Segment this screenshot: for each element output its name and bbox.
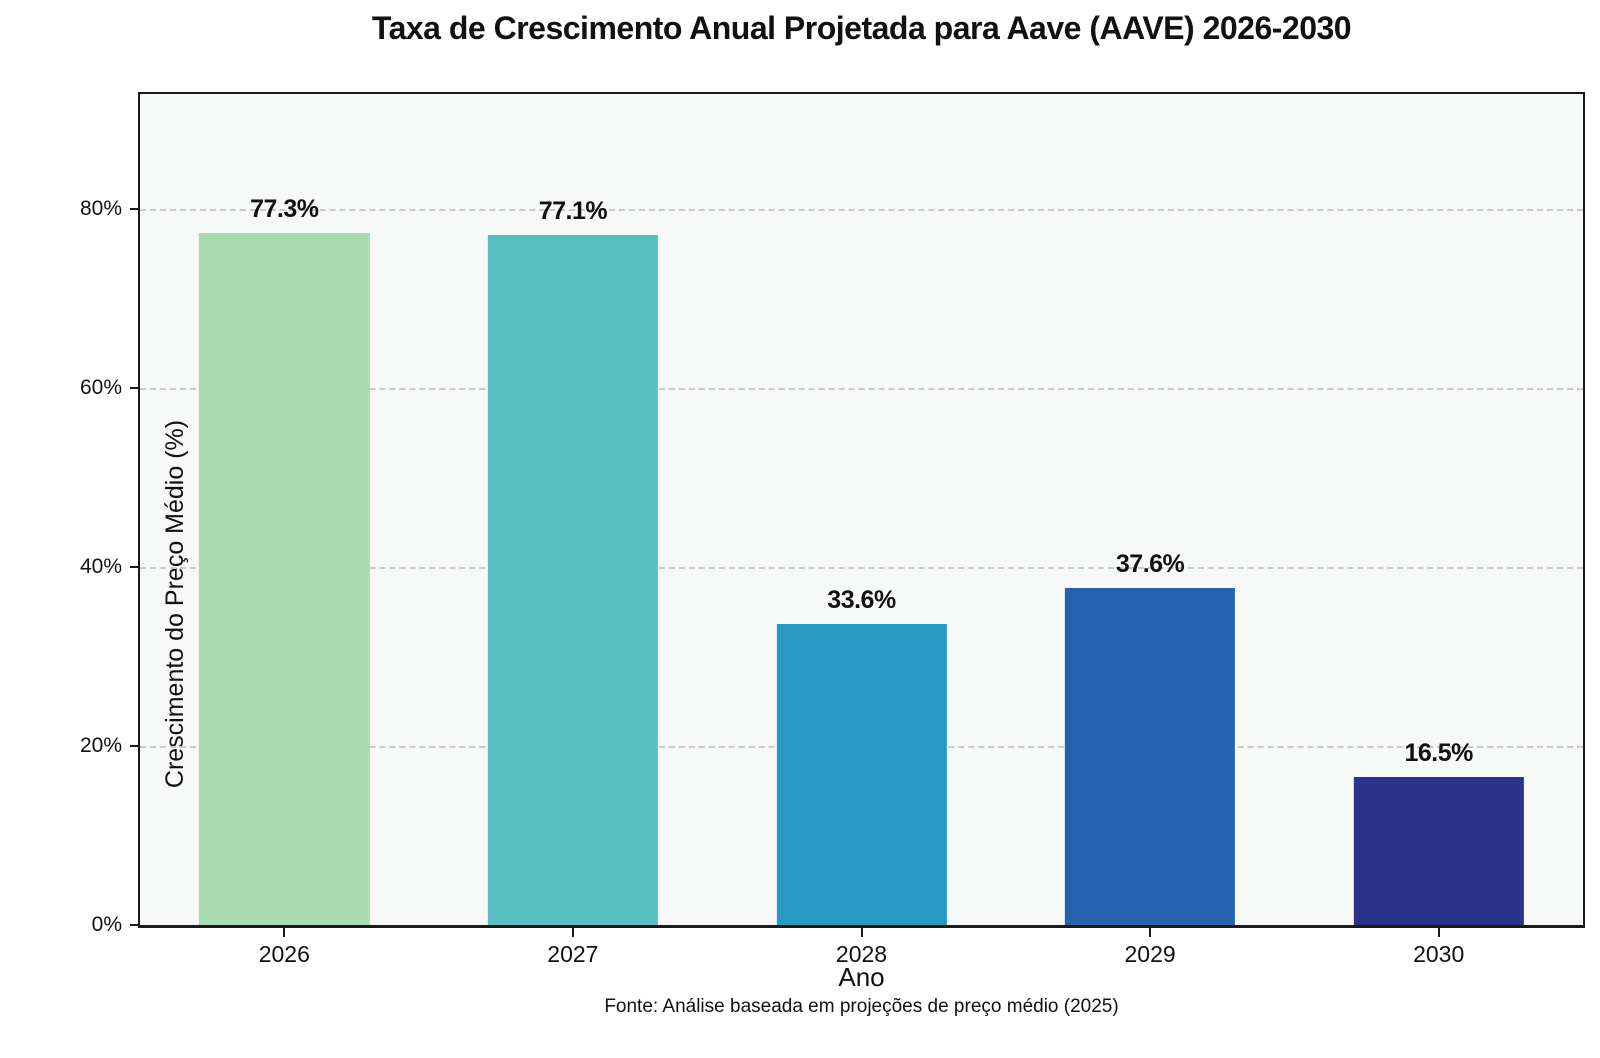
y-tick-mark xyxy=(130,386,140,389)
y-tick-mark xyxy=(130,565,140,568)
bar-value-label: 77.3% xyxy=(250,194,319,223)
bar-value-label: 33.6% xyxy=(827,586,896,615)
bar xyxy=(487,234,659,925)
gridline xyxy=(140,566,1583,569)
bar xyxy=(199,232,370,925)
bar xyxy=(1353,777,1524,925)
y-tick-label: 40% xyxy=(79,554,122,578)
x-tick-mark xyxy=(860,928,863,937)
bar-value-label: 37.6% xyxy=(1115,550,1185,579)
x-tick-label: 2028 xyxy=(835,941,888,967)
x-axis-title: Ano xyxy=(838,962,885,992)
y-tick-mark xyxy=(130,744,140,747)
x-tick-label: 2027 xyxy=(547,941,599,967)
x-tick-mark xyxy=(1437,928,1440,937)
chart-title: Taxa de Crescimento Anual Projetada para… xyxy=(371,10,1352,46)
x-tick-label: 2029 xyxy=(1124,941,1176,967)
x-tick-label: 2026 xyxy=(258,941,310,967)
y-tick-mark xyxy=(130,207,140,210)
x-tick-mark xyxy=(571,928,574,937)
plot-area: 77.3% 77.1% 33.6% 37.6% 16.5% 0% 20% 40% 60% 80%… xyxy=(80,92,1585,967)
gridline xyxy=(140,387,1583,390)
y-axis-title: Crescimento do Preço Médio (%) xyxy=(161,419,189,789)
bar xyxy=(776,624,947,925)
y-tick-label: 0% xyxy=(91,913,122,936)
gridline xyxy=(140,208,1583,211)
bar-value-label: 16.5% xyxy=(1404,739,1473,768)
x-tick-mark xyxy=(1149,928,1152,937)
bar xyxy=(1064,588,1236,925)
x-tick-mark xyxy=(283,928,286,937)
x-tick-label: 2030 xyxy=(1413,941,1465,967)
y-tick-mark xyxy=(130,924,140,926)
source-note: Fonte: Análise baseada em projeções de p… xyxy=(604,996,1119,1017)
y-tick-label: 60% xyxy=(79,375,122,399)
y-tick-label: 20% xyxy=(79,733,122,757)
bar-value-label: 77.1% xyxy=(538,196,608,225)
y-tick-label: 80% xyxy=(79,196,122,220)
